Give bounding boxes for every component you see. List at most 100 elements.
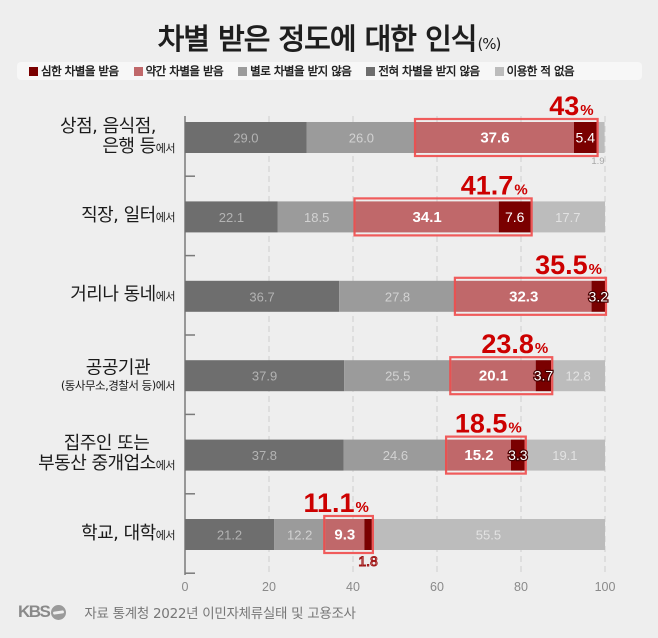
legend-item: 전혀 차별을 받지 않음 <box>366 63 480 79</box>
legend-swatch-icon <box>366 66 376 76</box>
legend-swatch-icon <box>29 66 38 76</box>
total-unit: % <box>356 499 369 516</box>
legend-swatch-icon <box>494 66 504 76</box>
total-value: 41.7 <box>461 170 514 200</box>
value-label: 3.7 <box>534 368 554 384</box>
footer: KBS 자료 통계청 2022년 이민자체류실태 및 고용조사 <box>18 602 356 622</box>
total-label: 23.8% <box>481 329 548 359</box>
kbs-logo-icon <box>51 604 67 620</box>
bar-segment <box>447 439 511 471</box>
bar-segment <box>524 439 605 471</box>
total-value: 43 <box>549 91 579 121</box>
kbs-logo: KBS <box>18 602 67 622</box>
legend-label: 심한 차별을 받음 <box>41 64 119 78</box>
highlight-box <box>413 117 599 158</box>
bar-segment <box>416 122 574 153</box>
bar-segment <box>364 519 372 550</box>
logo-text: KBS <box>18 602 51 621</box>
total-label: 43% <box>549 91 593 121</box>
highlight-box <box>449 356 554 396</box>
bar-segment <box>573 122 597 153</box>
value-label: 36.7 <box>249 289 274 304</box>
chart-title-text: 차별 받은 정도에 대한 인식 <box>157 22 478 56</box>
bar-segment <box>535 360 552 392</box>
value-label: 37.9 <box>252 369 277 384</box>
value-label: 1.8 <box>358 553 378 569</box>
value-label: 12.2 <box>287 528 312 543</box>
total-unit: % <box>589 261 602 278</box>
value-label: 21.2 <box>217 528 242 543</box>
bar-segment <box>185 122 307 153</box>
highlight-box <box>444 435 527 475</box>
x-tick-label: 100 <box>595 580 616 594</box>
bar-segment <box>596 122 605 153</box>
highlight-box <box>353 197 533 237</box>
bar-segment <box>325 519 365 550</box>
total-unit: % <box>580 102 593 119</box>
legend-label: 약간 차별을 받음 <box>145 64 224 78</box>
legend-item: 별로 차별을 받지 않음 <box>238 63 352 79</box>
bar-segment <box>551 360 605 392</box>
value-label: 7.6 <box>505 209 525 225</box>
value-label: 3.3 <box>508 447 528 463</box>
legend-item: 심한 차별을 받음 <box>29 63 119 79</box>
total-unit: % <box>508 420 521 437</box>
chart-title-unit: (%) <box>477 35 501 53</box>
total-value: 23.8 <box>481 329 534 359</box>
highlight-box <box>453 276 608 316</box>
total-label: 11.1% <box>303 488 368 518</box>
value-label: 12.8 <box>565 369 590 384</box>
bar-segment <box>591 280 605 312</box>
bar-segment <box>306 122 416 153</box>
bar-segment <box>339 280 456 312</box>
x-tick-label: 40 <box>346 580 360 594</box>
x-tick-label: 60 <box>430 580 444 594</box>
bar-segment <box>344 360 452 392</box>
value-label: 19.1 <box>552 448 577 463</box>
x-tick-label: 80 <box>514 580 528 594</box>
bar-segment <box>455 280 592 312</box>
value-label: 55.5 <box>476 528 501 543</box>
legend-item: 약간 차별을 받음 <box>133 63 224 79</box>
chart-title: 차별 받은 정도에 대한 인식(%) <box>0 16 658 58</box>
legend-swatch-icon <box>133 66 143 76</box>
total-unit: % <box>535 340 548 357</box>
bar-segment <box>274 519 326 550</box>
legend: 심한 차별을 받음 약간 차별을 받음 별로 차별을 받지 않음 전혀 차별을 받지 … <box>17 62 642 80</box>
bar-segment <box>451 360 536 392</box>
value-label: 32.3 <box>509 288 538 305</box>
total-value: 18.5 <box>455 409 508 439</box>
highlight-box <box>323 514 374 555</box>
value-label: 26.0 <box>349 131 374 146</box>
x-tick-label: 20 <box>262 580 276 594</box>
total-value: 11.1 <box>303 488 354 518</box>
value-label: 22.1 <box>219 210 244 225</box>
bar-segment <box>185 280 340 312</box>
bar-segment <box>498 201 531 233</box>
bar-segment <box>277 201 356 233</box>
value-label: 34.1 <box>413 209 442 226</box>
bar-segment <box>343 439 448 471</box>
value-label: 25.5 <box>385 369 410 384</box>
bar-segment <box>355 201 499 233</box>
total-label: 35.5% <box>535 250 602 280</box>
source-text: 자료 통계청 2022년 이민자체류실태 및 고용조사 <box>84 606 356 622</box>
bar-segment <box>530 201 605 233</box>
value-label: 9.3 <box>334 527 355 544</box>
value-label: 3.2 <box>589 288 609 304</box>
legend-swatch-icon <box>238 66 248 76</box>
x-tick-label: 0 <box>182 580 189 594</box>
bar-segment <box>510 439 525 471</box>
value-label: 29.0 <box>233 131 258 146</box>
bar-segment <box>185 360 345 392</box>
value-label: 24.6 <box>383 448 408 463</box>
value-label: 27.8 <box>385 289 410 304</box>
value-label: 1.9 <box>591 156 604 167</box>
legend-label: 별로 차별을 받지 않음 <box>250 64 352 78</box>
value-label: 5.4 <box>576 130 596 146</box>
bar-segment <box>185 439 344 471</box>
bar-segment <box>185 519 275 550</box>
total-label: 41.7% <box>461 170 528 200</box>
